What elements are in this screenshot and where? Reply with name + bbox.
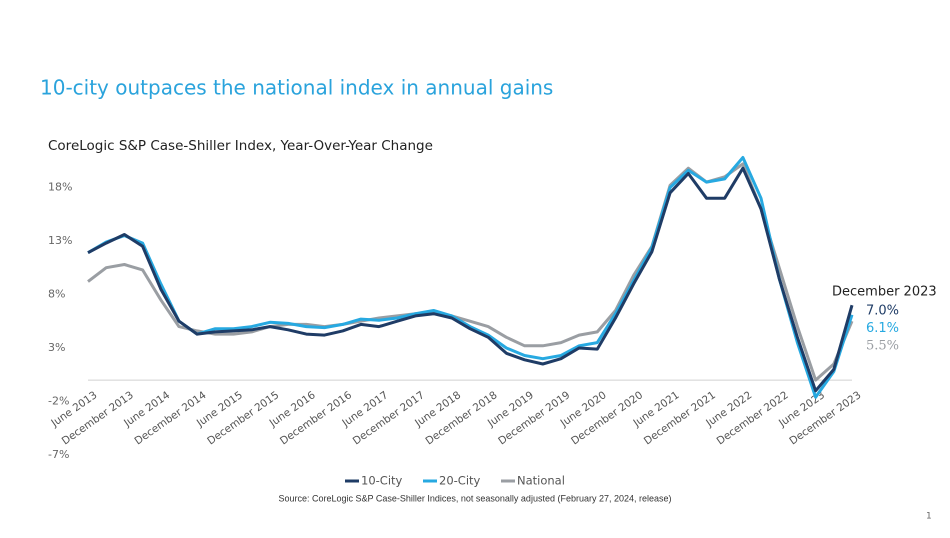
y-tick-label: -2% — [48, 394, 69, 407]
value-label: 7.0% — [866, 304, 899, 319]
value-label: 5.5% — [866, 339, 899, 354]
legend-label: National — [517, 474, 565, 488]
y-tick-label: 13% — [48, 234, 72, 247]
page-number: 1 — [926, 512, 932, 522]
chart-subtitle: CoreLogic S&P Case-Shiller Index, Year-O… — [48, 138, 433, 154]
legend-label: 10-City — [361, 474, 403, 488]
series-line — [87, 156, 854, 399]
chart-title: 10-city outpaces the national index in a… — [40, 76, 553, 100]
y-tick-label: 18% — [48, 180, 72, 193]
y-tick-label: 3% — [48, 341, 65, 354]
end-label: December 2023 — [832, 285, 937, 300]
value-label: 6.1% — [866, 321, 899, 336]
y-tick-label: -7% — [48, 448, 69, 461]
series-line — [87, 166, 854, 393]
legend-label: 20-City — [439, 474, 481, 488]
source-note: Source: CoreLogic S&P Case-Shiller Indic… — [278, 493, 671, 503]
y-tick-label: 8% — [48, 287, 65, 300]
series-line — [87, 162, 854, 382]
